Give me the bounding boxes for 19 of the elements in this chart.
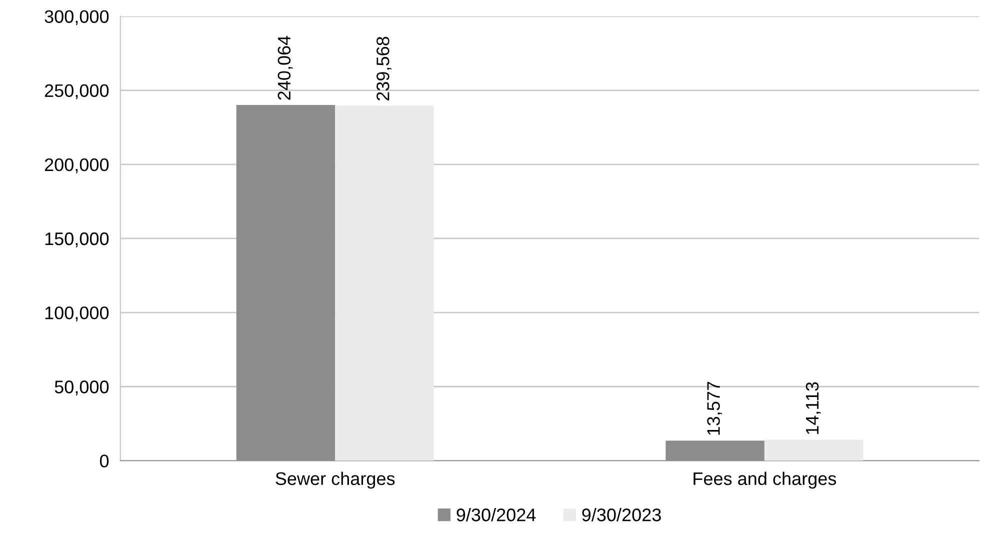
bar bbox=[335, 106, 434, 461]
bar bbox=[666, 440, 764, 461]
data-label: 14,113 bbox=[806, 382, 821, 434]
legend-label: 9/30/2024 bbox=[456, 508, 536, 522]
legend-label: 9/30/2023 bbox=[582, 508, 661, 522]
bar bbox=[236, 105, 336, 461]
y-tick-label: 150,000 bbox=[45, 232, 109, 248]
y-tick-label: 100,000 bbox=[45, 306, 109, 322]
data-label: 13,577 bbox=[707, 382, 722, 435]
y-tick-label: 0 bbox=[100, 454, 109, 468]
data-label: 240,064 bbox=[278, 36, 293, 100]
x-tick-label: Sewer charges bbox=[276, 472, 395, 489]
y-tick-label: 250,000 bbox=[44, 84, 109, 100]
bar bbox=[764, 440, 864, 461]
y-tick-label: 300,000 bbox=[44, 10, 109, 26]
y-tick-label: 50,000 bbox=[54, 380, 109, 396]
x-tick-label: Fees and charges bbox=[694, 472, 836, 489]
y-tick-label: 200,000 bbox=[44, 158, 109, 174]
data-label: 239,568 bbox=[376, 36, 392, 100]
